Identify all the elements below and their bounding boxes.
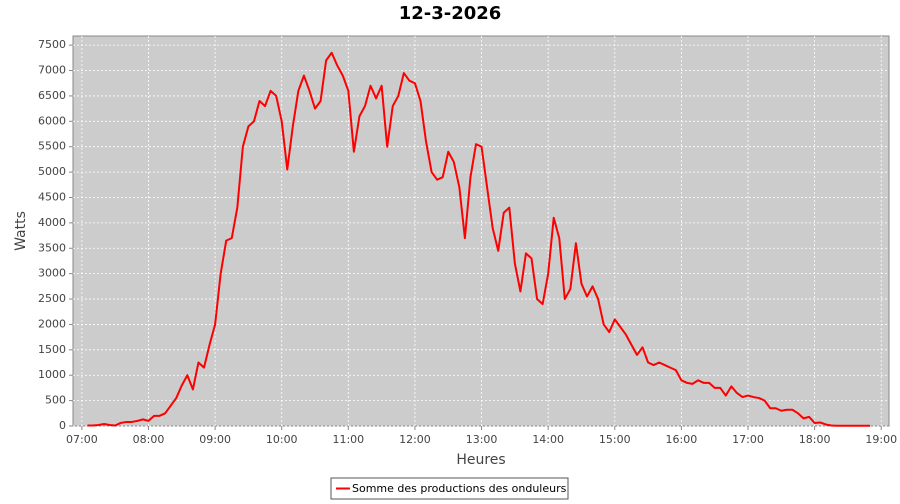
y-tick-label: 6000 bbox=[38, 114, 66, 127]
legend-label: Somme des productions des onduleurs bbox=[352, 482, 567, 495]
y-tick-label: 6500 bbox=[38, 89, 66, 102]
data-line bbox=[87, 51, 871, 427]
x-tick-label: 19:00 bbox=[865, 433, 897, 446]
y-tick-label: 5000 bbox=[38, 165, 66, 178]
y-tick-label: 5500 bbox=[38, 140, 66, 153]
x-tick-label: 11:00 bbox=[332, 433, 364, 446]
x-tick-label: 10:00 bbox=[266, 433, 298, 446]
y-tick-label: 500 bbox=[45, 394, 66, 407]
x-tick-label: 15:00 bbox=[599, 433, 631, 446]
x-axis-label: Heures bbox=[456, 452, 505, 468]
y-tick-label: 4000 bbox=[38, 216, 66, 229]
x-tick-label: 12:00 bbox=[399, 433, 431, 446]
x-tick-label: 17:00 bbox=[732, 433, 764, 446]
y-tick-label: 4500 bbox=[38, 190, 66, 203]
y-tick-label: 3000 bbox=[38, 267, 66, 280]
x-tick-label: 07:00 bbox=[66, 433, 98, 446]
plot-area bbox=[72, 35, 890, 427]
y-axis-label: Watts bbox=[13, 211, 29, 251]
x-tick-label: 16:00 bbox=[666, 433, 698, 446]
y-tick-label: 7000 bbox=[38, 64, 66, 77]
x-tick-label: 13:00 bbox=[466, 433, 498, 446]
y-tick-label: 7500 bbox=[38, 38, 66, 51]
x-tick-label: 09:00 bbox=[199, 433, 231, 446]
x-tick-label: 08:00 bbox=[133, 433, 165, 446]
y-tick-label: 2000 bbox=[38, 317, 66, 330]
x-tick-label: 18:00 bbox=[799, 433, 831, 446]
y-tick-label: 2500 bbox=[38, 292, 66, 305]
y-tick-label: 1000 bbox=[38, 368, 66, 381]
y-tick-label: 0 bbox=[59, 419, 66, 432]
chart-title: 12-3-2026 bbox=[399, 3, 502, 24]
y-tick-label: 3500 bbox=[38, 241, 66, 254]
x-tick-label: 14:00 bbox=[532, 433, 564, 446]
legend-box bbox=[330, 477, 569, 500]
y-tick-label: 1500 bbox=[38, 343, 66, 356]
